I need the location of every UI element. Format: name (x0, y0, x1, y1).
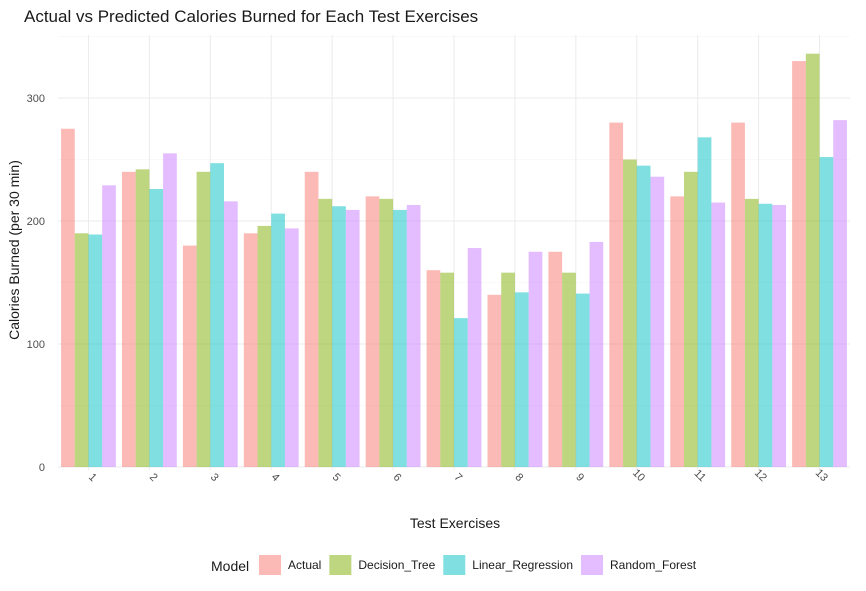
y-axis-ticks: 0 100 200 300 (27, 93, 45, 474)
bar-decision-tree-5 (318, 198, 333, 468)
bar-random-forest-12 (772, 205, 787, 467)
bar-linear-regression-6 (393, 209, 407, 467)
bar-decision-tree-6 (379, 198, 394, 468)
legend-key-actual (259, 555, 281, 575)
bar-linear-regression-11 (697, 137, 712, 468)
bar-actual-12 (731, 122, 745, 467)
y-tick-label: 200 (27, 216, 45, 228)
bar-random-forest-7 (467, 248, 482, 467)
x-tick-label: 4 (269, 471, 282, 484)
x-tick-label: 7 (452, 471, 465, 484)
x-tick-label: 13 (813, 467, 830, 484)
bar-actual-11 (670, 196, 684, 467)
bar-random-forest-13 (833, 120, 847, 467)
x-tick-label: 12 (752, 467, 769, 484)
legend-label: Actual (288, 558, 321, 572)
bar-decision-tree-8 (501, 272, 515, 467)
x-axis-ticks: 1 2 3 4 5 6 7 8 9 10 11 12 13 (86, 467, 830, 484)
x-tick-label: 6 (391, 471, 404, 484)
bar-actual-9 (548, 251, 563, 467)
bar-decision-tree-11 (683, 171, 698, 468)
bar-random-forest-10 (650, 176, 665, 467)
bar-linear-regression-8 (514, 292, 529, 467)
bar-actual-1 (61, 128, 75, 467)
bar-random-forest-2 (163, 153, 177, 467)
y-axis-title: Calories Burned (per 30 min) (6, 160, 22, 340)
bar-decision-tree-10 (623, 159, 637, 467)
y-tick-label: 0 (39, 462, 45, 474)
bar-random-forest-9 (589, 241, 604, 467)
bar-linear-regression-4 (271, 213, 285, 467)
chart-title: Actual vs Predicted Calories Burned for … (24, 7, 478, 26)
bar-random-forest-3 (224, 201, 238, 467)
bar-decision-tree-1 (74, 233, 89, 467)
x-tick-label: 8 (512, 471, 525, 484)
bar-decision-tree-3 (196, 171, 211, 468)
legend-key-linear-regression (443, 555, 466, 575)
bar-actual-10 (609, 122, 624, 467)
legend-key-random-forest (581, 555, 604, 575)
x-axis-title: Test Exercises (410, 515, 500, 531)
bar-decision-tree-13 (805, 53, 820, 467)
bar-actual-6 (365, 196, 380, 467)
legend-key-decision-tree (329, 555, 352, 575)
bar-decision-tree-12 (744, 198, 759, 468)
x-tick-label: 11 (691, 468, 708, 485)
bar-linear-regression-3 (210, 163, 225, 467)
bars (61, 53, 847, 468)
bar-random-forest-4 (284, 228, 299, 467)
bar-random-forest-11 (711, 202, 726, 468)
bar-random-forest-8 (528, 251, 543, 467)
bar-decision-tree-4 (257, 225, 272, 467)
x-tick-label: 5 (330, 471, 343, 484)
bar-decision-tree-9 (562, 272, 576, 467)
bar-linear-regression-10 (636, 165, 651, 467)
bar-linear-regression-2 (149, 189, 164, 467)
x-tick-label: 3 (208, 471, 221, 484)
bar-decision-tree-2 (135, 169, 150, 467)
legend-label: Linear_Regression (472, 558, 573, 572)
bar-linear-regression-5 (332, 206, 346, 468)
bar-linear-regression-12 (758, 203, 773, 467)
bar-actual-2 (121, 171, 136, 468)
bar-actual-7 (426, 270, 441, 467)
bar-linear-regression-7 (454, 318, 468, 467)
x-tick-label: 10 (630, 467, 647, 484)
bar-actual-5 (304, 171, 319, 468)
bar-actual-13 (792, 61, 806, 467)
legend: Model Actual Decision_Tree Linear_Regressi… (211, 555, 697, 575)
legend-label: Decision_Tree (358, 558, 435, 572)
bar-linear-regression-13 (819, 157, 834, 468)
y-tick-label: 300 (27, 93, 45, 105)
x-tick-label: 9 (573, 471, 586, 484)
bar-actual-3 (182, 245, 197, 467)
bar-random-forest-5 (345, 209, 360, 467)
legend-label: Random_Forest (610, 558, 697, 572)
legend-title: Model (211, 558, 249, 574)
bar-random-forest-6 (406, 205, 421, 467)
bar-actual-4 (243, 233, 258, 467)
bar-actual-8 (487, 294, 502, 467)
bar-linear-regression-1 (88, 234, 103, 467)
bar-decision-tree-7 (440, 272, 454, 467)
bar-linear-regression-9 (575, 293, 590, 467)
bar-random-forest-1 (102, 185, 116, 467)
x-tick-label: 1 (86, 471, 99, 484)
x-tick-label: 2 (147, 471, 160, 484)
y-tick-label: 100 (27, 339, 45, 351)
